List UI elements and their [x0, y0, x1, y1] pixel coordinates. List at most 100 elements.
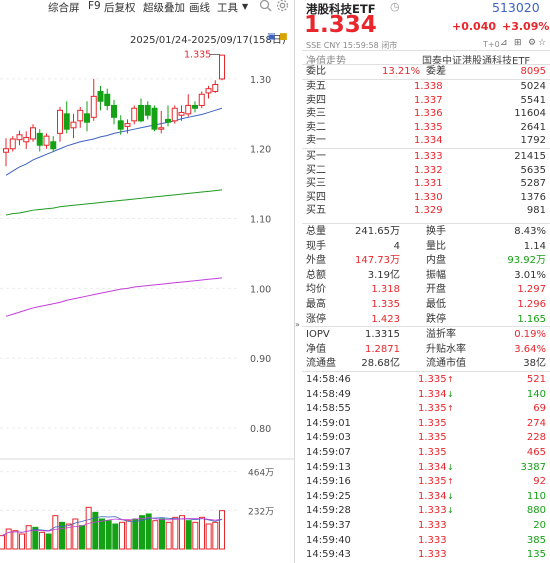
stat-value: 241.65万 [355, 226, 400, 237]
toolbar-tools[interactable]: 工具 [217, 2, 238, 14]
stat-label: 流通市值 [426, 358, 466, 370]
order-diff-value: 8095 [520, 66, 546, 77]
search-icon[interactable] [259, 0, 272, 15]
toolbar-adjust[interactable]: 后复权 [104, 2, 136, 14]
candle [90, 78, 97, 121]
tick-time: 14:59:37 [306, 520, 351, 531]
toolbar-composite[interactable]: 综合屏 [48, 2, 80, 14]
collapse-icon[interactable]: » [295, 320, 300, 329]
candle [57, 106, 63, 142]
price-tick-label: 1.00 [250, 284, 271, 295]
tick-time: 14:59:03 [306, 432, 351, 444]
toolbar-overlay[interactable]: 超级叠加 [143, 2, 185, 14]
volume-bar [179, 515, 185, 550]
tick-row: 14:59:28 1.333 ↓ 880 [302, 504, 548, 517]
tick-row: 14:58:46 1.335 ↑ 521 [302, 373, 548, 386]
star-icon[interactable]: ☆ [538, 38, 547, 48]
tick-volume: 140 [526, 388, 546, 400]
candle [131, 105, 138, 125]
stat-label: 总量 [306, 226, 326, 237]
volume-bar [159, 518, 165, 550]
panel-divider[interactable] [294, 0, 295, 563]
bid-row-price: 1.330 [414, 191, 443, 203]
candle [63, 101, 70, 134]
tick-price: 1.335 [418, 417, 447, 429]
tick-row: 14:58:49 1.334 ↓ 140 [302, 388, 548, 401]
bid-row-price: 1.332 [414, 164, 443, 176]
ask-row: 卖二 1.335 2641 [302, 121, 548, 134]
tick-price: 1.334 [418, 388, 447, 400]
tick-volume: 880 [526, 505, 546, 517]
volume-bar [92, 511, 99, 550]
chevron-down-icon[interactable]: ▼ [242, 2, 249, 11]
tick-volume: 385 [526, 534, 546, 546]
volume-bar [72, 518, 79, 550]
stat-value: 1.297 [517, 284, 546, 296]
last-price: 1.334 [304, 12, 377, 38]
stat-label: 换手 [426, 226, 446, 237]
candle [124, 119, 131, 134]
tick-row: 14:59:16 1.335 ↑ 92 [302, 475, 548, 488]
ask-row-label: 卖三 [306, 108, 326, 120]
ask-row-volume: 1792 [520, 135, 546, 147]
chart-icon[interactable]: ⊿ [500, 38, 508, 48]
calendar-icon[interactable]: ▣ [267, 32, 276, 42]
volume-bar [59, 521, 65, 550]
lock-icon[interactable]: ■ [279, 32, 288, 42]
price-tick-label: 1.30 [250, 75, 271, 86]
tick-price: 1.333 [418, 505, 447, 517]
market-status: SSE CNY 15:59:58 闭市 [306, 41, 398, 50]
volume-bar [5, 528, 12, 550]
stat-value: 1.423 [371, 313, 400, 325]
tick-price: 1.334 [418, 461, 447, 473]
tab-fund-name[interactable]: 国泰中证港股通科技ETF [422, 56, 531, 67]
stat-value: 1.165 [517, 313, 546, 325]
volume-bar [19, 533, 25, 550]
volume-bar [0, 535, 5, 550]
quote-panel: 港股科技ETF ◷ 513020 1.334 +0.040 +3.09% SSE… [302, 0, 550, 563]
stat-label: 最低 [426, 299, 446, 310]
stat-label: 均价 [306, 284, 326, 296]
ask-row-volume: 5541 [520, 94, 546, 106]
stat-label: 净值 [306, 343, 326, 355]
volume-tick-label: 232万 [248, 507, 274, 517]
volume-bar [105, 520, 112, 550]
stat-value: 28.68亿 [361, 358, 400, 370]
toolbar-f9[interactable]: F9 [88, 0, 101, 12]
settings-icon[interactable] [276, 0, 289, 15]
ask-row-volume: 11604 [514, 108, 546, 120]
candle [171, 105, 178, 124]
tick-row: 14:59:40 1.333 385 [302, 534, 548, 547]
ma-line-purple [5, 277, 223, 317]
bid-row-label: 买三 [306, 178, 326, 190]
stat-value: 3.01% [514, 269, 546, 281]
tick-volume: 69 [533, 403, 546, 415]
candle [84, 101, 90, 132]
tick-volume: 465 [526, 447, 546, 458]
stat-value: 3.64% [514, 343, 546, 355]
tick-row: 14:59:25 1.334 ↓ 110 [302, 490, 548, 503]
order-diff-label: 委差 [426, 66, 446, 77]
kline-chart[interactable]: 1.30 1.20 1.10 1.00 0.90 0.80 1.335 464万 232万 [0, 44, 294, 559]
price-tick-label: 1.20 [250, 145, 271, 156]
volume-bar [65, 523, 72, 550]
stat-value: 147.73万 [355, 255, 400, 267]
arrow-down-icon: ↓ [447, 491, 454, 501]
bid-row-price: 1.329 [414, 205, 443, 217]
stat-row: 流通盘 28.68亿 流通市值 38亿 [302, 357, 548, 370]
stat-value: 1.296 [517, 299, 546, 310]
toolbar-draw[interactable]: 画线 [189, 2, 210, 14]
tick-row: 14:59:43 1.333 135 [302, 548, 548, 561]
tick-row: 14:59:07 1.335 465 [302, 446, 548, 459]
ask-row-label: 卖五 [306, 81, 326, 92]
alarm-icon[interactable]: ◷ [390, 0, 400, 13]
grid-icon[interactable]: ⊞ [514, 38, 522, 48]
settings-small-icon[interactable]: ⚙ [528, 38, 537, 48]
ask-row: 卖三 1.336 11604 [302, 107, 548, 120]
tab-nav-trend[interactable]: 净值走势 [306, 56, 346, 67]
stat-row: IOPV 1.3315 溢折率 0.19% [302, 328, 548, 341]
stat-label: 涨停 [306, 313, 326, 325]
stat-value: 38亿 [523, 358, 546, 370]
ma-line-blue [5, 107, 223, 176]
stat-value: 1.318 [371, 284, 400, 296]
